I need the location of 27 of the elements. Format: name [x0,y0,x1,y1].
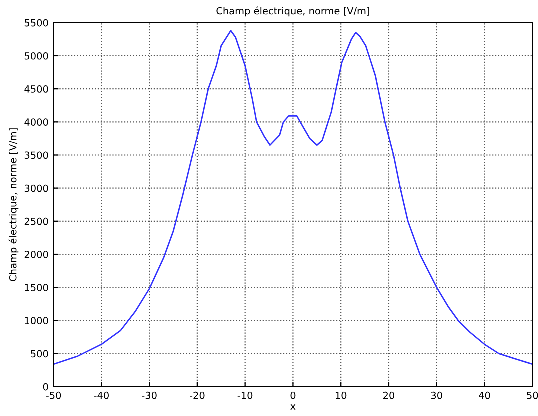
x-tick-label: -50 [46,392,62,400]
y-tick-label: 4000 [24,118,48,126]
y-tick-label: 2000 [24,250,48,258]
y-tick-label: 4500 [24,86,48,93]
y-tick-label: 5000 [24,52,48,60]
x-tick-label: 50 [527,392,538,400]
x-axis-title: x [290,404,296,410]
y-tick-label: 3500 [24,152,48,160]
y-tick-label: 2500 [24,218,48,226]
x-tick-label: 0 [290,392,296,400]
x-tick-label: 40 [479,392,490,400]
y-axis-title: Champ électrique, norme [V/m] [8,128,19,282]
y-tick-label: 5500 [24,19,48,27]
x-tick-label: -20 [190,392,205,400]
x-tick-label: -30 [142,392,157,400]
x-tick-label: 10 [336,392,347,400]
x-tick-label: -40 [94,392,109,400]
x-tick-label: -10 [238,392,253,400]
x-tick-label: 30 [431,392,442,400]
x-tick-label: 20 [384,392,395,400]
y-tick-label: 1500 [25,284,48,292]
y-tick-label: 1000 [25,317,48,325]
y-tick-label: 3000 [24,184,48,192]
line-series [54,30,533,366]
y-tick-label: 0 [43,383,48,391]
y-tick-label: 500 [31,350,48,358]
chart-title: Champ électrique, norme [V/m] [216,6,370,17]
